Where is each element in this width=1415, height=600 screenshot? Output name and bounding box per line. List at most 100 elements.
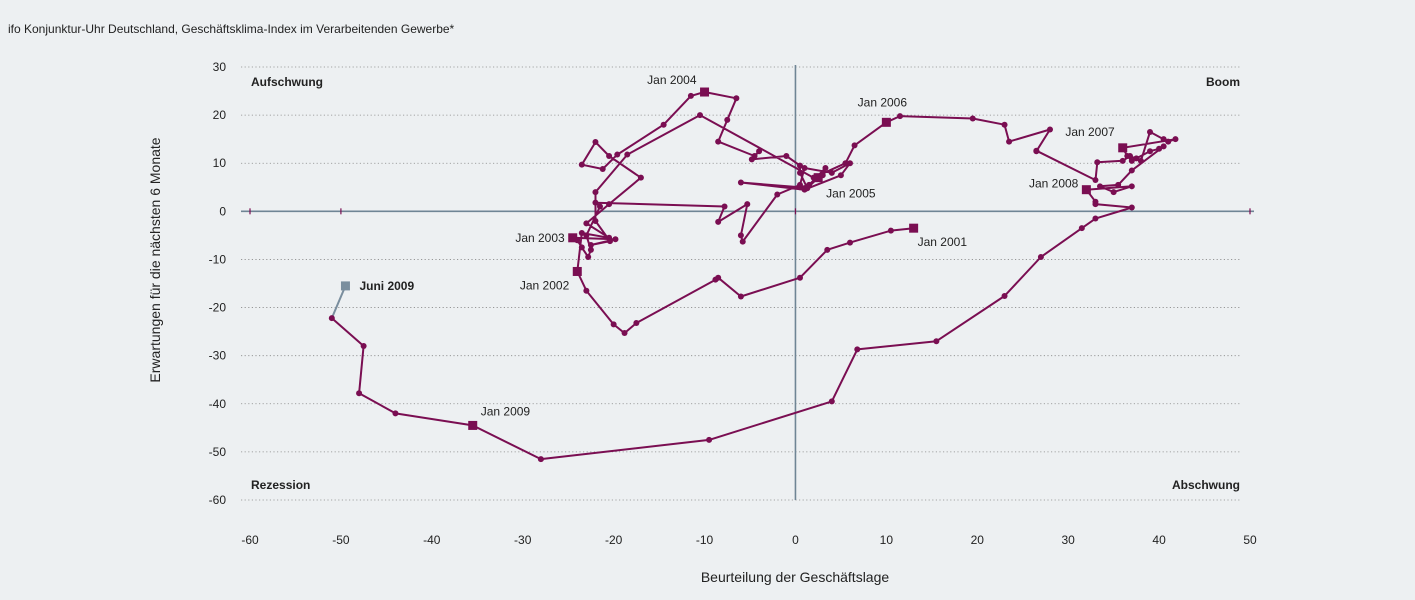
data-point — [756, 148, 763, 155]
point-annotation: Jan 2005 — [826, 187, 876, 201]
data-point — [583, 232, 590, 239]
data-point — [851, 142, 858, 149]
data-point — [1160, 143, 1167, 150]
labeled-point-marker — [813, 173, 823, 183]
x-tick-label: -10 — [696, 533, 714, 547]
data-point — [1037, 254, 1044, 261]
data-point — [592, 217, 599, 224]
data-point — [607, 238, 613, 245]
x-tick-label: -40 — [423, 533, 441, 547]
data-point — [737, 293, 744, 300]
point-annotation: Jan 2009 — [481, 404, 531, 418]
x-tick-label: 40 — [1152, 533, 1166, 547]
data-point — [360, 343, 367, 350]
data-point — [1124, 153, 1131, 160]
y-tick-label: 20 — [213, 108, 227, 122]
point-annotation: Jan 2001 — [918, 235, 968, 249]
data-point — [1165, 138, 1172, 145]
point-annotation: Juni 2009 — [359, 279, 414, 293]
data-point — [328, 315, 335, 322]
x-axis-label: Beurteilung der Geschäftslage — [701, 569, 890, 585]
data-point — [824, 246, 831, 253]
data-point — [706, 436, 713, 443]
data-point — [621, 330, 628, 337]
data-point — [583, 220, 590, 227]
data-point — [969, 115, 976, 122]
data-point — [1147, 148, 1153, 155]
data-point — [933, 338, 940, 345]
x-tick-label: 50 — [1243, 533, 1257, 547]
data-point — [578, 161, 585, 168]
data-point — [1160, 136, 1167, 143]
data-point — [585, 254, 592, 261]
y-tick-label: -30 — [209, 349, 227, 363]
data-point — [748, 156, 755, 163]
data-point — [592, 189, 599, 196]
point-annotation: Jan 2008 — [1029, 177, 1079, 191]
data-point — [887, 227, 894, 234]
data-point — [597, 203, 603, 210]
x-tick-label: -20 — [605, 533, 623, 547]
quadrant-label-abschwung: Abschwung — [1172, 478, 1240, 492]
data-point — [842, 160, 849, 167]
data-point — [797, 169, 803, 176]
y-tick-label: -60 — [209, 493, 227, 507]
data-point — [610, 321, 617, 328]
data-point — [614, 151, 621, 158]
data-point — [624, 151, 631, 158]
labeled-point-marker — [881, 117, 891, 127]
series-line — [331, 91, 1177, 461]
labeled-point-marker — [909, 223, 919, 233]
chart-title: ifo Konjunktur-Uhr Deutschland, Geschäft… — [8, 22, 455, 36]
data-point — [1097, 183, 1103, 190]
data-point — [606, 201, 613, 208]
data-point — [583, 287, 590, 294]
data-point — [1001, 293, 1008, 300]
grid-layer — [241, 66, 1241, 501]
data-point — [660, 121, 667, 128]
axes-layer: 30 20 10 0 -10 -20 -30 -40 -50 -60 -60 -50 -40 -30 -20… — [209, 60, 1257, 547]
labeled-point-marker — [340, 281, 350, 291]
data-point — [1047, 126, 1053, 133]
data-point — [1133, 155, 1140, 162]
data-point — [1092, 177, 1099, 184]
data-point — [847, 160, 853, 167]
data-point — [1001, 121, 1008, 128]
data-point — [724, 116, 731, 123]
data-point — [1128, 167, 1135, 174]
data-point — [737, 232, 744, 239]
data-point — [392, 410, 399, 417]
data-point — [721, 203, 728, 210]
annotation-layer: Jan 2001 Jan 2002 Jan 2003 Jan 2004 Jan 2005… — [359, 73, 1115, 418]
y-tick-label: -50 — [209, 445, 227, 459]
data-point — [1137, 157, 1144, 164]
data-point — [828, 169, 835, 176]
x-tick-label: -60 — [241, 533, 259, 547]
data-point — [712, 276, 719, 283]
data-point — [599, 165, 606, 172]
y-tick-label: 0 — [219, 204, 226, 218]
data-point — [356, 390, 363, 397]
data-point — [637, 174, 644, 181]
data-point — [737, 179, 744, 186]
point-annotation: Jan 2002 — [520, 278, 570, 292]
data-point — [1092, 215, 1099, 222]
data-point — [801, 165, 808, 172]
labeled-point-marker — [468, 420, 478, 430]
data-point — [1110, 189, 1117, 196]
labeled-point-marker — [572, 266, 582, 276]
data-point — [578, 229, 585, 236]
data-point — [828, 398, 835, 405]
y-tick-label: -20 — [209, 301, 227, 315]
labeled-point-marker — [568, 233, 578, 243]
data-point — [592, 199, 599, 206]
quadrant-label-boom: Boom — [1206, 75, 1240, 89]
series-layer — [328, 87, 1179, 463]
data-point — [587, 246, 594, 253]
x-tick-label: -30 — [514, 533, 532, 547]
data-point — [797, 274, 803, 281]
labeled-point-marker — [1081, 185, 1091, 195]
quadrant-label-rezession: Rezession — [251, 478, 310, 492]
data-point — [801, 186, 808, 193]
point-annotation: Jan 2004 — [647, 73, 697, 87]
